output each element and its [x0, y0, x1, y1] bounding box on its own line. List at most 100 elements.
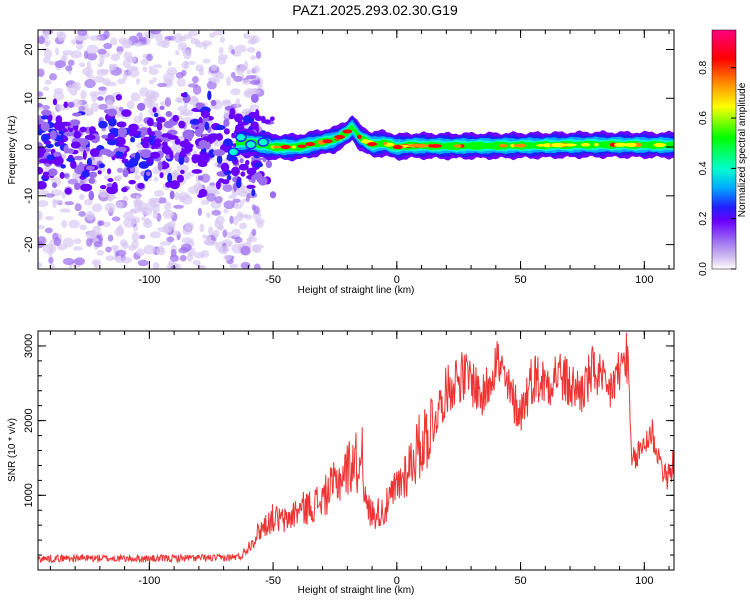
- energy-blob: [128, 129, 134, 137]
- energy-blob: [105, 150, 115, 158]
- transition-blob: [245, 139, 257, 150]
- noise-blob: [158, 197, 167, 204]
- energy-blob: [67, 101, 75, 108]
- energy-blob: [81, 170, 90, 178]
- ridge-hotspot: [291, 145, 297, 149]
- noise-blob: [107, 234, 114, 242]
- noise-blob: [148, 79, 155, 85]
- noise-blob: [38, 68, 45, 77]
- noise-blob: [117, 224, 124, 235]
- energy-blob: [191, 153, 199, 164]
- noise-blob: [175, 49, 180, 56]
- energy-blob: [46, 154, 56, 161]
- energy-blob: [169, 190, 175, 200]
- noise-blob: [169, 254, 179, 262]
- energy-blob: [98, 120, 108, 129]
- energy-blob: [69, 119, 81, 126]
- energy-blob: [165, 181, 173, 188]
- snr-x-axis-label: Height of straight line (km): [298, 585, 415, 596]
- energy-blob: [114, 136, 126, 147]
- noise-blob: [62, 257, 75, 266]
- energy-blob: [117, 127, 128, 137]
- noise-blob: [143, 244, 156, 255]
- energy-blob: [269, 116, 275, 122]
- snr-x-tick-label: -100: [138, 575, 160, 587]
- energy-blob: [214, 124, 226, 131]
- energy-blob: [220, 162, 230, 173]
- noise-blob: [246, 47, 256, 53]
- noise-blob: [122, 71, 128, 81]
- ridge-hotspot: [625, 143, 632, 147]
- noise-blob: [222, 229, 228, 238]
- energy-blob: [116, 121, 127, 128]
- noise-blob: [42, 57, 51, 64]
- energy-blob: [169, 180, 180, 190]
- noise-blob: [159, 241, 172, 246]
- energy-blob: [107, 178, 114, 183]
- energy-blob: [196, 155, 209, 166]
- noise-blob: [117, 78, 126, 85]
- noise-blob: [72, 246, 83, 251]
- energy-blob: [250, 93, 259, 104]
- energy-blob: [99, 185, 107, 190]
- noise-blob: [203, 238, 213, 246]
- noise-blob: [208, 226, 214, 236]
- noise-blob: [213, 30, 225, 36]
- energy-blob: [101, 134, 108, 139]
- colorbar-tick-label: 0.2: [698, 211, 709, 225]
- noise-blob: [229, 263, 239, 269]
- noise-blob: [231, 49, 236, 55]
- noise-blob: [205, 184, 218, 194]
- energy-blob: [198, 122, 203, 131]
- noise-blob: [52, 199, 63, 204]
- noise-blob: [105, 246, 112, 253]
- energy-blob: [55, 115, 63, 124]
- energy-blob: [207, 90, 212, 101]
- energy-blob: [231, 132, 236, 139]
- energy-blob: [38, 102, 43, 108]
- noise-blob: [64, 201, 75, 206]
- energy-blob: [82, 150, 87, 160]
- noise-blob: [146, 53, 153, 62]
- ridge-hotspot: [498, 144, 508, 148]
- energy-blob: [223, 138, 233, 147]
- energy-blob: [210, 99, 217, 107]
- noise-blob: [245, 74, 257, 80]
- noise-blob: [175, 263, 182, 269]
- noise-blob: [183, 33, 193, 40]
- energy-blob: [198, 188, 208, 198]
- noise-blob: [225, 76, 232, 87]
- energy-blob: [40, 121, 50, 132]
- noise-blob: [68, 219, 80, 229]
- noise-blob: [211, 209, 222, 216]
- energy-blob: [140, 129, 146, 140]
- transition-blob: [235, 132, 247, 143]
- noise-blob: [164, 97, 172, 107]
- colorbar-ticks: 0.0 0.2 0.4 0.6 0.8: [698, 60, 736, 276]
- spectrogram-x-tick-label: 100: [635, 274, 653, 286]
- energy-blob: [38, 166, 44, 175]
- noise-blob: [38, 199, 49, 208]
- noise-blob: [198, 67, 204, 76]
- noise-blob: [118, 106, 124, 112]
- ridge-hotspot: [563, 143, 577, 147]
- noise-blob: [200, 199, 210, 205]
- ridge-peak: [367, 142, 378, 147]
- energy-blob: [66, 157, 76, 162]
- noise-blob: [103, 30, 110, 40]
- spectrogram-y-tick-label: 10: [23, 92, 35, 104]
- noise-blob: [44, 227, 53, 234]
- noise-blob: [38, 224, 45, 230]
- noise-blob: [116, 51, 123, 56]
- energy-blob: [200, 148, 207, 153]
- ridge-peak: [322, 139, 333, 144]
- noise-blob: [111, 216, 121, 222]
- noise-blob: [143, 97, 149, 106]
- energy-blob: [98, 163, 106, 169]
- noise-blob: [90, 102, 100, 112]
- noise-blob: [93, 75, 105, 84]
- noise-blob: [193, 182, 203, 191]
- energy-blob: [182, 143, 194, 149]
- noise-blob: [209, 32, 216, 39]
- noise-blob: [115, 201, 124, 209]
